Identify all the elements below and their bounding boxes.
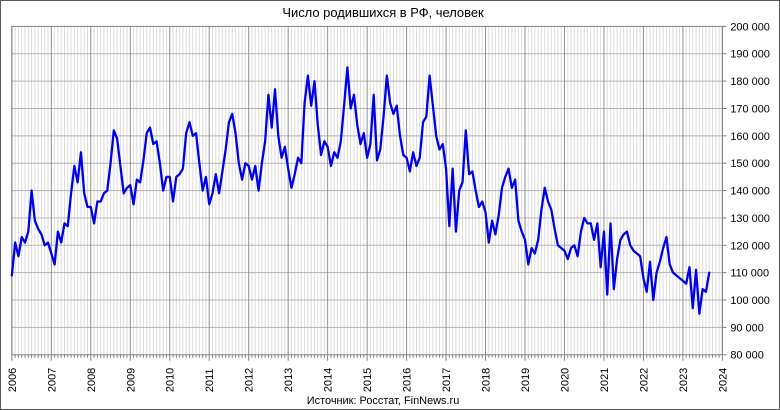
y-tick-label: 170 000 [730, 103, 770, 115]
x-tick-label-group: 2014 [323, 368, 335, 392]
x-tick-label-group: 2023 [678, 368, 690, 392]
chart-title: Число родившихся в РФ, человек [282, 5, 484, 20]
year-label: 2007 [46, 368, 58, 392]
year-label: 2019 [520, 368, 532, 392]
y-tick-label: 140 000 [730, 186, 770, 198]
year-label: 2022 [638, 368, 650, 392]
y-tick-label: 90 000 [730, 322, 763, 334]
x-tick-label-group: 2019 [520, 368, 532, 392]
x-tick-label-group: 2015 [362, 368, 374, 392]
x-tick-label-group: 2013 [283, 368, 295, 392]
x-tick-label-group: 2008 [86, 368, 98, 392]
year-label: 2011 [204, 369, 216, 393]
year-label: 2008 [86, 368, 98, 392]
source-note: Источник: Росстат, FinNews.ru [307, 395, 460, 407]
year-label: 2024 [717, 368, 729, 392]
year-label: 2015 [362, 368, 374, 392]
x-tick-label-group: 2020 [559, 368, 571, 392]
x-tick-label-group: 2011 [204, 369, 216, 393]
y-tick-label: 130 000 [730, 213, 770, 225]
x-tick-label-group: 2010 [165, 368, 177, 392]
births-line [10, 66, 711, 315]
y-tick-label: 190 000 [730, 49, 770, 61]
axis-labels: 80 000 90 000 100 000 110 000 120 000 130 000… [7, 21, 770, 392]
x-tick-label-group: 2024 [717, 368, 729, 392]
year-label: 2010 [165, 368, 177, 392]
year-label: 2017 [441, 368, 453, 392]
x-tick-label-group: 2017 [441, 368, 453, 392]
year-label: 2012 [244, 368, 256, 392]
data-series [10, 66, 711, 315]
year-label: 2023 [678, 368, 690, 392]
y-tick-label: 200 000 [730, 21, 770, 33]
y-tick-label: 120 000 [730, 240, 770, 252]
year-label: 2020 [559, 368, 571, 392]
y-tick-label: 180 000 [730, 76, 770, 88]
year-label: 2014 [323, 368, 335, 392]
x-tick-label-group: 2009 [125, 368, 137, 392]
y-tick-label: 110 000 [730, 268, 769, 280]
x-tick-label-group: 2007 [46, 368, 58, 392]
axis-ticks [11, 25, 727, 361]
y-tick-label: 100 000 [730, 295, 770, 307]
x-tick-label-group: 2012 [244, 368, 256, 392]
x-tick-label-group: 2022 [638, 368, 650, 392]
x-tick-label-group: 2021 [599, 368, 611, 392]
year-label: 2013 [283, 368, 295, 392]
year-label: 2021 [599, 368, 611, 392]
x-tick-label-group: 2016 [402, 368, 414, 392]
year-label: 2006 [7, 368, 19, 392]
x-tick-label-group: 2018 [481, 368, 493, 392]
year-label: 2016 [402, 368, 414, 392]
y-tick-label: 160 000 [730, 131, 770, 143]
year-label: 2009 [125, 368, 137, 392]
year-label: 2018 [481, 368, 493, 392]
y-tick-label: 80 000 [730, 350, 763, 362]
y-tick-label: 150 000 [730, 158, 770, 170]
x-tick-label-group: 2006 [7, 368, 19, 392]
